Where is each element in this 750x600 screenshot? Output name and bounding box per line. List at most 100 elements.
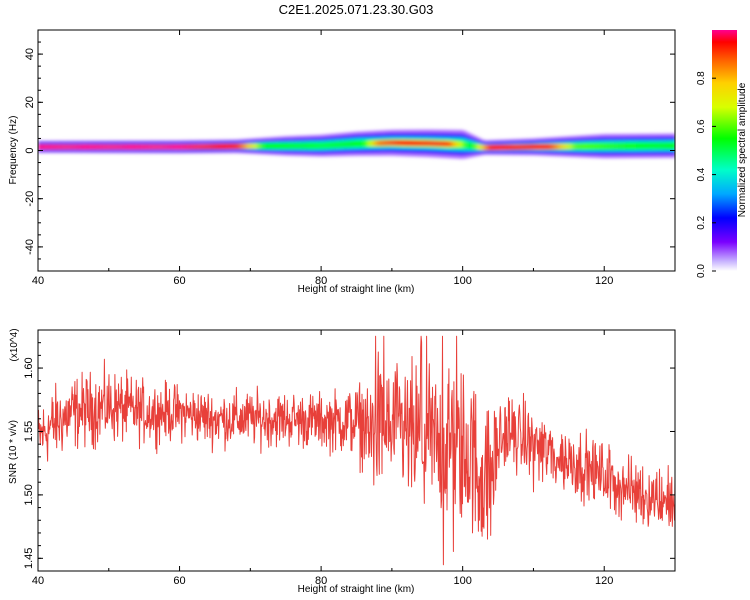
spectrogram-cell xyxy=(299,143,305,149)
spectrogram-cell xyxy=(52,144,57,150)
spectrogram-cell xyxy=(529,144,535,150)
spectrogram-cell xyxy=(271,143,276,149)
spectrogram-cell xyxy=(554,143,559,150)
spectrogram-cell xyxy=(119,144,124,150)
spectrogram-y-tick-label: -20 xyxy=(24,191,36,207)
spectrogram-cell xyxy=(618,143,623,149)
spectrogram-cell xyxy=(108,144,113,150)
spectrogram-cell xyxy=(352,141,358,147)
spectrogram-cell xyxy=(331,142,336,148)
spectrogram-cell xyxy=(229,143,234,150)
colorbar-tick-label: 0.0 xyxy=(696,264,707,278)
spectrogram-cell xyxy=(494,144,499,151)
spectrogram-y-tick-label: 40 xyxy=(24,48,36,60)
spectrogram-cell xyxy=(186,144,191,150)
spectrogram-cell xyxy=(126,144,131,150)
spectrogram-cell xyxy=(625,143,630,149)
spectrogram-cell xyxy=(176,144,181,150)
spectrogram-cell xyxy=(377,140,382,146)
snr-x-tick-label: 100 xyxy=(453,575,471,587)
spectrogram-cell xyxy=(335,142,340,148)
spectrogram-cell xyxy=(441,141,446,147)
spectrogram-cell xyxy=(253,143,259,149)
spectrogram-cell xyxy=(519,144,524,150)
spectrogram-cell xyxy=(646,143,651,149)
snr-panel: 40 60 80 100 120 1.45 1.50 1.55 1.60 Height of s… xyxy=(8,328,676,595)
spectrogram-y-tick-label: -40 xyxy=(24,239,36,255)
spectrogram-cell xyxy=(112,144,117,150)
spectrogram-cell xyxy=(381,140,386,146)
colorbar-gradient xyxy=(712,30,737,271)
spectrogram-cell xyxy=(384,140,389,146)
spectrogram-cell xyxy=(236,143,241,149)
spectrogram-cells xyxy=(38,129,675,159)
spectrogram-cell xyxy=(558,143,563,150)
spectrogram-cell xyxy=(657,143,662,149)
spectrogram-cell xyxy=(144,144,149,150)
spectrogram-cell xyxy=(268,143,273,149)
spectrogram-cell xyxy=(179,144,184,150)
spectrogram-cell xyxy=(80,144,85,150)
spectrogram-x-tick-label: 120 xyxy=(595,275,613,287)
spectrogram-cell xyxy=(533,144,538,150)
snr-frame xyxy=(37,329,676,572)
spectrogram-cell xyxy=(643,143,648,149)
spectrogram-cell xyxy=(45,144,50,150)
snr-y-multiplier: (x10^4) xyxy=(9,328,20,361)
colorbar-tick-label: 0.4 xyxy=(696,167,707,181)
spectrogram-cell xyxy=(55,144,60,150)
spectrogram-cell xyxy=(459,141,464,148)
spectrogram-x-tick-label: 100 xyxy=(453,275,471,287)
spectrogram-cell xyxy=(420,140,425,146)
colorbar-tick-label: 0.8 xyxy=(696,71,707,85)
spectrogram-cell xyxy=(413,140,418,146)
spectrogram-cell xyxy=(582,143,588,150)
spectrogram-cell xyxy=(551,144,556,150)
spectrogram-cell xyxy=(660,143,665,149)
spectrogram-cell xyxy=(462,142,467,148)
spectrogram-x-tick-label: 80 xyxy=(315,275,327,287)
spectrogram-cell xyxy=(264,143,269,149)
spectrogram-cell xyxy=(483,144,489,151)
spectrogram-cell xyxy=(183,144,188,150)
spectrogram-cell xyxy=(575,143,581,150)
snr-x-axis-label: Height of straight line (km) xyxy=(298,584,415,595)
spectrogram-cell xyxy=(430,140,435,147)
colorbar-ticks: 0.0 0.2 0.4 0.6 0.8 xyxy=(696,71,716,278)
spectrogram-cell xyxy=(476,144,481,150)
spectrogram-cell xyxy=(593,143,598,149)
spectrogram-cell xyxy=(501,144,506,150)
spectrogram-cell xyxy=(321,142,326,149)
spectrogram-cell xyxy=(526,144,531,150)
spectrogram-cell xyxy=(621,143,627,149)
colorbar-label: Normalized spectral amplitude xyxy=(737,82,748,217)
spectrogram-cell xyxy=(328,142,333,148)
spectrogram-cell xyxy=(667,143,673,149)
spectrogram-cell xyxy=(437,141,443,147)
spectrogram-cell xyxy=(193,144,198,150)
spectrogram-cell xyxy=(356,141,361,147)
spectrogram-cell xyxy=(73,144,78,150)
spectrogram-x-tick-label: 60 xyxy=(173,275,185,287)
spectrogram-cell xyxy=(225,143,230,150)
spectrogram-cell xyxy=(568,143,573,150)
spectrogram-cell xyxy=(490,144,496,151)
spectrogram-cell xyxy=(197,144,202,150)
spectrogram-cell xyxy=(69,144,74,150)
spectrogram-cell xyxy=(409,140,414,146)
snr-x-tick-label: 80 xyxy=(315,575,327,587)
figure-title: C2E1.2025.071.23.30.G03 xyxy=(279,2,434,17)
spectrogram-cell xyxy=(260,143,266,149)
spectrogram-cell xyxy=(547,144,552,150)
spectrogram-cell xyxy=(172,144,177,150)
spectrogram-cell xyxy=(59,144,64,150)
spectrogram-cell xyxy=(579,143,584,150)
spectrogram-cell xyxy=(101,144,106,150)
spectrogram-cell xyxy=(406,140,411,146)
spectrogram-cell xyxy=(650,143,655,149)
spectrogram-cell xyxy=(303,143,308,149)
spectrogram-cell xyxy=(498,144,503,151)
spectrogram-cell xyxy=(38,144,43,150)
spectrogram-cell xyxy=(200,143,205,150)
snr-x-tick-label: 40 xyxy=(32,575,44,587)
